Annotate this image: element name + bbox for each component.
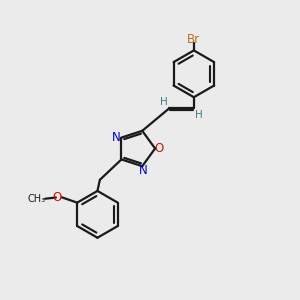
Text: O: O	[154, 142, 164, 155]
Text: H: H	[160, 97, 168, 107]
Text: Br: Br	[187, 33, 200, 46]
Text: O: O	[53, 191, 62, 204]
Text: H: H	[195, 110, 203, 120]
Text: N: N	[140, 164, 148, 178]
Text: CH₃: CH₃	[28, 194, 46, 204]
Text: N: N	[112, 131, 121, 144]
